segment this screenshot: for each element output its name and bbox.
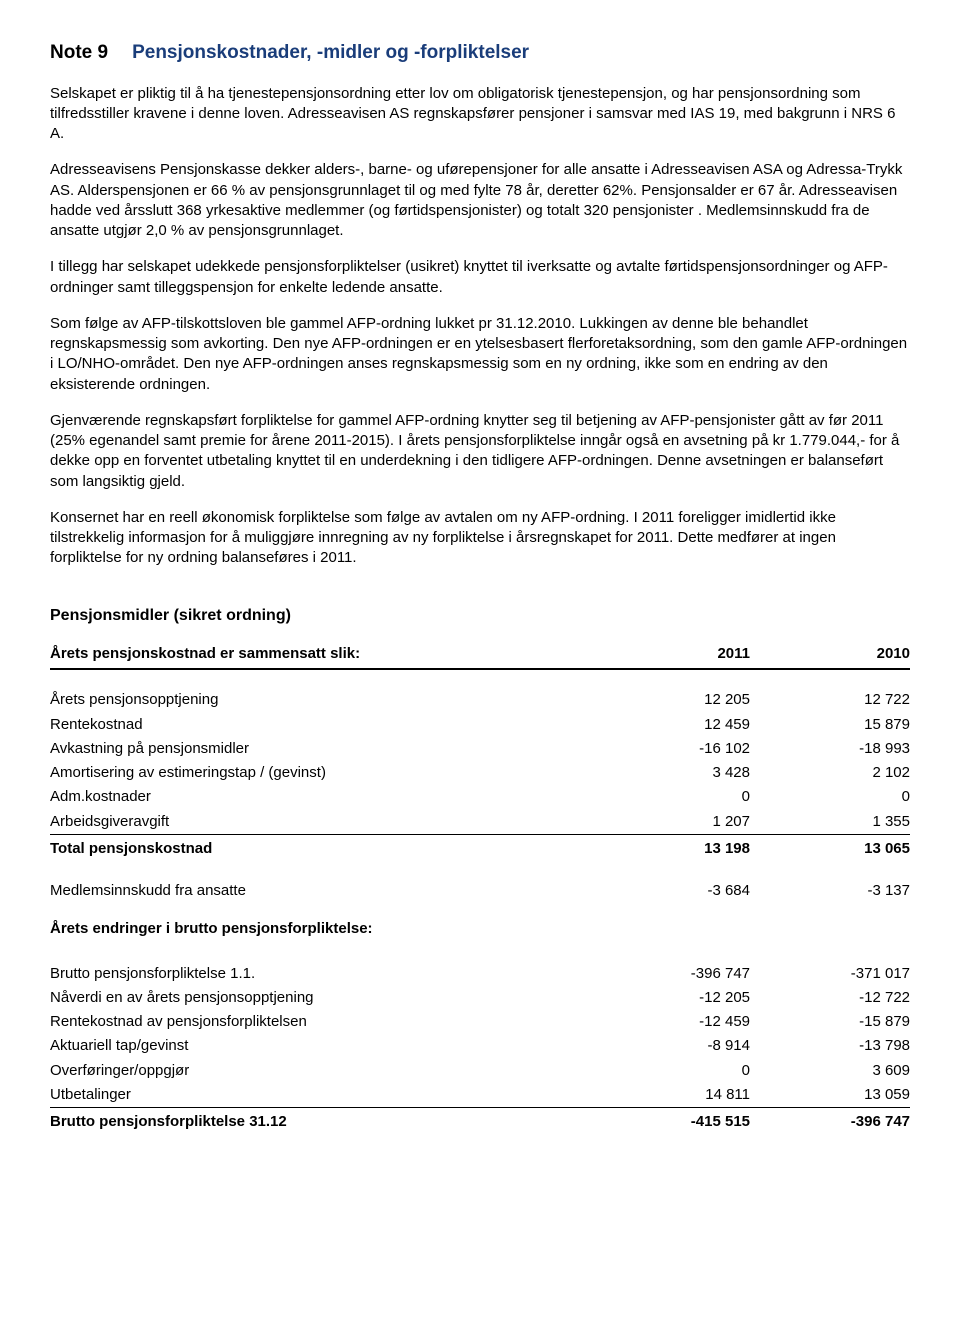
cell-label: Overføringer/oppgjør: [50, 1059, 590, 1083]
pensjonsmidler-title: Pensjonsmidler (sikret ordning): [50, 605, 910, 627]
cell-label: Avkastning på pensjonsmidler: [50, 737, 590, 761]
cell-label: Adm.kostnader: [50, 785, 590, 809]
cell-y1: -12 205: [590, 986, 750, 1010]
cell-y1: 0: [590, 785, 750, 809]
table-row: Rentekostnad av pensjonsforpliktelsen -1…: [50, 1010, 910, 1034]
paragraph: Gjenværende regnskapsført forpliktelse f…: [50, 411, 910, 492]
paragraph: Konsernet har en reell økonomisk forplik…: [50, 508, 910, 569]
total-label: Brutto pensjonsforpliktelse 31.12: [50, 1108, 590, 1135]
table-row: Utbetalinger 14 811 13 059: [50, 1083, 910, 1108]
cell-y2: -15 879: [750, 1010, 910, 1034]
table-row: Amortisering av estimeringstap / (gevins…: [50, 761, 910, 785]
total-row: Brutto pensjonsforpliktelse 31.12 -415 5…: [50, 1108, 910, 1135]
table-row: Nåverdi en av årets pensjonsopptjening -…: [50, 986, 910, 1010]
cell-y2: 13 059: [750, 1083, 910, 1108]
cell-y2: 15 879: [750, 713, 910, 737]
note-header: Note 9 Pensjonskostnader, -midler og -for…: [50, 40, 910, 66]
note-number: Note 9: [50, 42, 108, 63]
paragraph: I tillegg har selskapet udekkede pensjon…: [50, 257, 910, 298]
paragraph: Selskapet er pliktig til å ha tjenestepe…: [50, 84, 910, 145]
cell-label: Arbeidsgiveravgift: [50, 810, 590, 835]
table-row: Rentekostnad 12 459 15 879: [50, 713, 910, 737]
total-y2: -396 747: [750, 1108, 910, 1135]
header-label: Årets pensjonskostnad er sammensatt slik…: [50, 642, 590, 669]
cell-y2: 12 722: [750, 688, 910, 712]
cell-y2: -18 993: [750, 737, 910, 761]
cell-y1: -12 459: [590, 1010, 750, 1034]
cell-y1: 0: [590, 1059, 750, 1083]
subheader-row: Årets endringer i brutto pensjonsforplik…: [50, 903, 910, 943]
cell-y1: 3 428: [590, 761, 750, 785]
header-year2: 2010: [750, 642, 910, 669]
cell-y1: 12 459: [590, 713, 750, 737]
cell-label: Rentekostnad av pensjonsforpliktelsen: [50, 1010, 590, 1034]
cell-label: Nåverdi en av årets pensjonsopptjening: [50, 986, 590, 1010]
cell-y1: 1 207: [590, 810, 750, 835]
cell-y2: -13 798: [750, 1034, 910, 1058]
table-row: Avkastning på pensjonsmidler -16 102 -18…: [50, 737, 910, 761]
cell-y1: -8 914: [590, 1034, 750, 1058]
table-row: Brutto pensjonsforpliktelse 1.1. -396 74…: [50, 962, 910, 986]
total-y1: 13 198: [590, 834, 750, 861]
table-row: Overføringer/oppgjør 0 3 609: [50, 1059, 910, 1083]
table-row: Arbeidsgiveravgift 1 207 1 355: [50, 810, 910, 835]
paragraph: Som følge av AFP-tilskottsloven ble gamm…: [50, 314, 910, 395]
cell-label: Brutto pensjonsforpliktelse 1.1.: [50, 962, 590, 986]
total-label: Total pensjonskostnad: [50, 834, 590, 861]
cell-label: Aktuariell tap/gevinst: [50, 1034, 590, 1058]
cell-y1: -16 102: [590, 737, 750, 761]
cell-y2: 0: [750, 785, 910, 809]
cell-y1: -396 747: [590, 962, 750, 986]
total-y1: -415 515: [590, 1108, 750, 1135]
cell-y2: -12 722: [750, 986, 910, 1010]
cell-label: Utbetalinger: [50, 1083, 590, 1108]
subheader: Årets endringer i brutto pensjonsforplik…: [50, 903, 910, 943]
paragraph: Adresseavisens Pensjonskasse dekker alde…: [50, 160, 910, 241]
total-row: Total pensjonskostnad 13 198 13 065: [50, 834, 910, 861]
cell-y1: 12 205: [590, 688, 750, 712]
table-header-row: Årets pensjonskostnad er sammensatt slik…: [50, 642, 910, 669]
cell-y2: -3 137: [750, 879, 910, 903]
header-year1: 2011: [590, 642, 750, 669]
cell-y2: 2 102: [750, 761, 910, 785]
pension-cost-table: Årets pensjonskostnad er sammensatt slik…: [50, 642, 910, 1134]
cell-y1: 14 811: [590, 1083, 750, 1108]
note-title: Pensjonskostnader, -midler og -forplikte…: [132, 42, 529, 63]
table-row: Adm.kostnader 0 0: [50, 785, 910, 809]
cell-label: Årets pensjonsopptjening: [50, 688, 590, 712]
table-row: Aktuariell tap/gevinst -8 914 -13 798: [50, 1034, 910, 1058]
cell-y2: 1 355: [750, 810, 910, 835]
cell-label: Medlemsinnskudd fra ansatte: [50, 879, 590, 903]
cell-label: Rentekostnad: [50, 713, 590, 737]
total-y2: 13 065: [750, 834, 910, 861]
table-row: Medlemsinnskudd fra ansatte -3 684 -3 13…: [50, 879, 910, 903]
cell-y1: -3 684: [590, 879, 750, 903]
table-row: Årets pensjonsopptjening 12 205 12 722: [50, 688, 910, 712]
cell-y2: 3 609: [750, 1059, 910, 1083]
cell-y2: -371 017: [750, 962, 910, 986]
cell-label: Amortisering av estimeringstap / (gevins…: [50, 761, 590, 785]
